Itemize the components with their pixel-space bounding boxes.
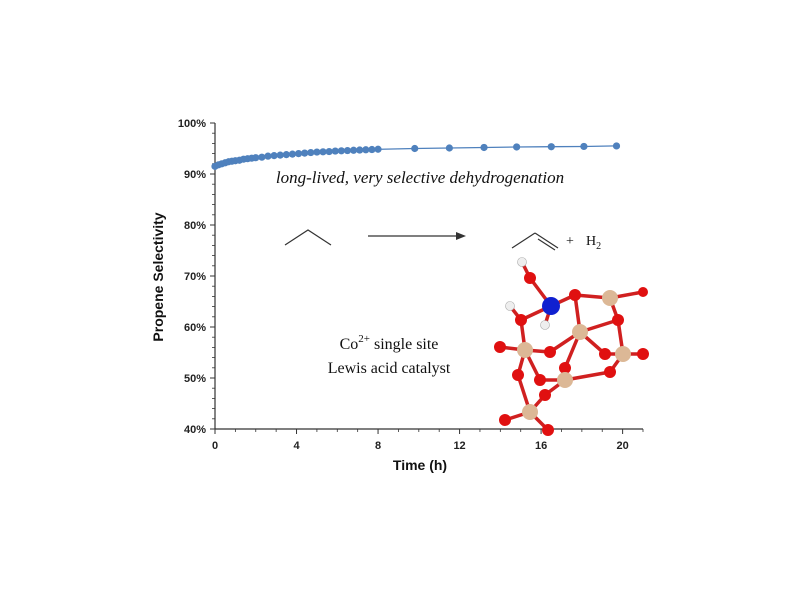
x-tick-label: 12 [453,440,465,452]
data-point [288,150,297,158]
x-tick-label: 0 [212,440,218,452]
oxygen-atom [494,341,506,353]
data-point [411,144,419,153]
y-tick-label: 60% [184,322,206,334]
data-point [612,142,621,150]
cobalt-atom [542,297,560,315]
x-tick-label: 16 [535,440,547,452]
oxygen-atom [539,389,551,401]
y-tick-label: 90% [184,169,206,181]
propene-structure [511,232,559,251]
hydrogen-atom [540,320,550,330]
data-point [270,152,278,160]
catalyst-label-line2: Lewis acid catalyst [328,360,451,377]
y-tick-label: 50% [184,373,206,385]
oxygen-atom [569,289,581,301]
oxygen-atom [534,374,546,386]
y-tick-label: 40% [184,424,206,436]
data-point [264,152,272,160]
data-point [343,146,352,155]
hydrogen-atom [505,301,515,311]
oxygen-atom [599,348,611,360]
data-point [362,146,370,154]
data-point [368,145,376,154]
oxygen-atom [515,314,527,326]
data-point [276,151,284,159]
data-point [331,147,339,155]
x-axis-title: Time (h) [393,457,447,473]
y-tick-label: 70% [184,271,206,283]
data-point [547,143,555,151]
catalyst-label-line1: Co2+ single site [340,333,439,353]
silicon-atom [557,372,573,388]
plus-sign: + [566,234,574,249]
x-axis-ticks: 0 4 8 12 16 20 [212,429,644,452]
y-tick-label: 100% [178,118,206,130]
oxygen-atom [512,369,524,381]
y-axis-title: Propene Selectivity [150,212,166,341]
oxygen-atom [499,414,511,426]
silicon-atom [572,324,588,340]
data-point [258,153,266,161]
data-point [374,145,382,153]
oxygen-atom [544,346,556,358]
oxygen-atom [559,362,571,374]
data-point [325,147,333,156]
data-point [313,148,321,156]
data-point [445,144,453,152]
data-point [307,148,315,157]
data-point [513,143,521,151]
oxygen-atom [542,424,554,436]
data-point [337,147,345,155]
y-axis-ticks: 40% 50% 60% 70% 80% 90% 100% [178,118,215,436]
silicon-atom [517,342,533,358]
data-point [480,143,488,152]
headline-annotation: long-lived, very selective dehydrogenati… [276,168,564,187]
data-point [252,154,260,162]
cobalt-site-molecule-illustration [494,257,649,436]
silicon-atom [602,290,618,306]
propane-structure [284,229,332,246]
hydrogen-product: H2 [586,234,601,252]
x-tick-label: 20 [616,440,628,452]
oxygen-atom [524,272,536,284]
silicon-atom [615,346,631,362]
x-tick-label: 8 [375,440,381,452]
data-point [282,151,290,159]
oxygen-atom [604,366,616,378]
oxygen-atom [638,287,648,297]
data-point [349,146,358,154]
series-points [211,142,621,170]
data-point [580,142,588,151]
hydrogen-atom [517,257,527,267]
oxygen-atom [637,348,649,360]
data-point [294,150,303,158]
y-tick-label: 80% [184,220,206,232]
reaction-arrow [368,232,466,240]
x-tick-label: 4 [293,440,300,452]
data-point [301,149,309,157]
oxygen-atom [612,314,624,326]
silicon-atom [522,404,538,420]
data-point [319,148,327,156]
data-point [356,146,364,154]
